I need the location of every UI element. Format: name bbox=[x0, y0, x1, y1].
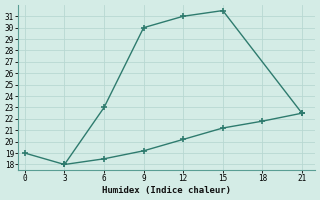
X-axis label: Humidex (Indice chaleur): Humidex (Indice chaleur) bbox=[102, 186, 231, 195]
